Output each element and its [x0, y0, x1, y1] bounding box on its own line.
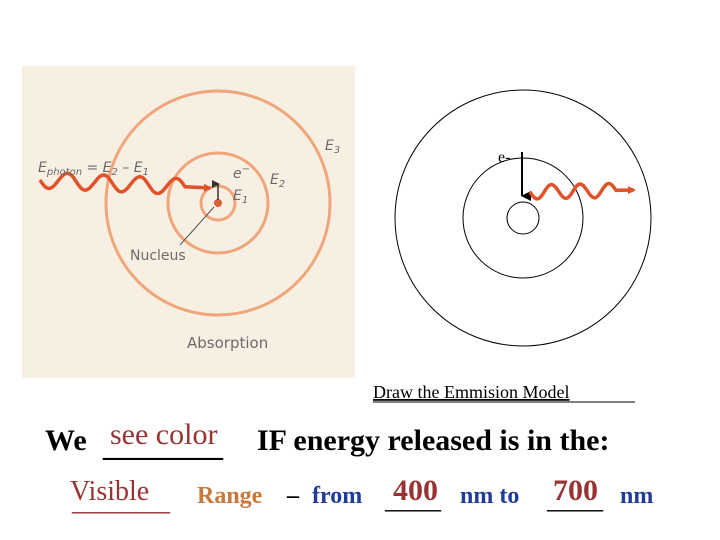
level-base: E	[233, 188, 242, 204]
emission-diagram: e- Draw the Emmision Model	[373, 89, 652, 403]
photon-equation: Ephoton = E2 – E1	[38, 160, 149, 178]
to-word: nm to	[460, 483, 519, 509]
min-value: 400	[393, 474, 438, 507]
nucleus-label: Nucleus	[130, 248, 186, 264]
nucleus-dot	[214, 199, 222, 207]
emission-caption: Draw the Emmision Model	[373, 382, 569, 402]
level-sub: 2	[279, 179, 285, 190]
level-base: E	[325, 138, 334, 154]
from-word: from	[312, 483, 362, 509]
absorption-caption: Absorption	[187, 334, 268, 352]
range-word: Range	[197, 483, 263, 509]
eq-sub: 1	[143, 167, 149, 178]
range-line: _______ Visible Range – from ____ 400 nm…	[70, 474, 653, 517]
orbit-outer	[394, 89, 652, 347]
level-base: E	[270, 172, 279, 188]
orbit-inner	[506, 201, 540, 235]
diagram-background	[22, 66, 355, 378]
eq-sub: 2	[112, 167, 118, 178]
orbit-e2	[166, 151, 270, 255]
electron-label: e−	[233, 164, 250, 182]
blank: ____	[384, 484, 442, 515]
level-sub: 3	[334, 145, 340, 156]
absorption-diagram: Ephoton = E2 – E1 e− E1 E2 E3 Nucleus Ab…	[22, 66, 355, 378]
level-label: E3	[325, 138, 340, 156]
level-label: E1	[233, 188, 248, 206]
answer: see color	[110, 418, 217, 451]
eq-sub: photon	[46, 167, 82, 178]
eq-part: – E	[118, 160, 143, 176]
blank: ____	[546, 484, 604, 515]
electron-label: e-	[498, 149, 510, 166]
blank: _______	[71, 486, 171, 517]
level-sub: 1	[242, 195, 248, 206]
eq-part: E	[38, 160, 47, 176]
orbit-e3	[104, 89, 332, 317]
dash: –	[286, 483, 300, 509]
sentence-end: IF energy released is in the:	[257, 424, 609, 457]
photon-wave	[38, 171, 212, 196]
answer: Visible	[70, 476, 149, 507]
blank: ________	[102, 430, 224, 463]
electron-base: e	[233, 166, 242, 182]
sentence-start: We	[45, 424, 87, 457]
eq-part: = E	[82, 160, 112, 176]
sentence-line: We ________ see color IF energy released…	[45, 418, 609, 463]
unit: nm	[620, 483, 653, 509]
level-label: E2	[270, 172, 285, 190]
emitted-photon-wave	[528, 181, 636, 201]
electron-sup: −	[242, 164, 250, 175]
nucleus-pointer	[179, 206, 215, 246]
max-value: 700	[553, 474, 598, 507]
